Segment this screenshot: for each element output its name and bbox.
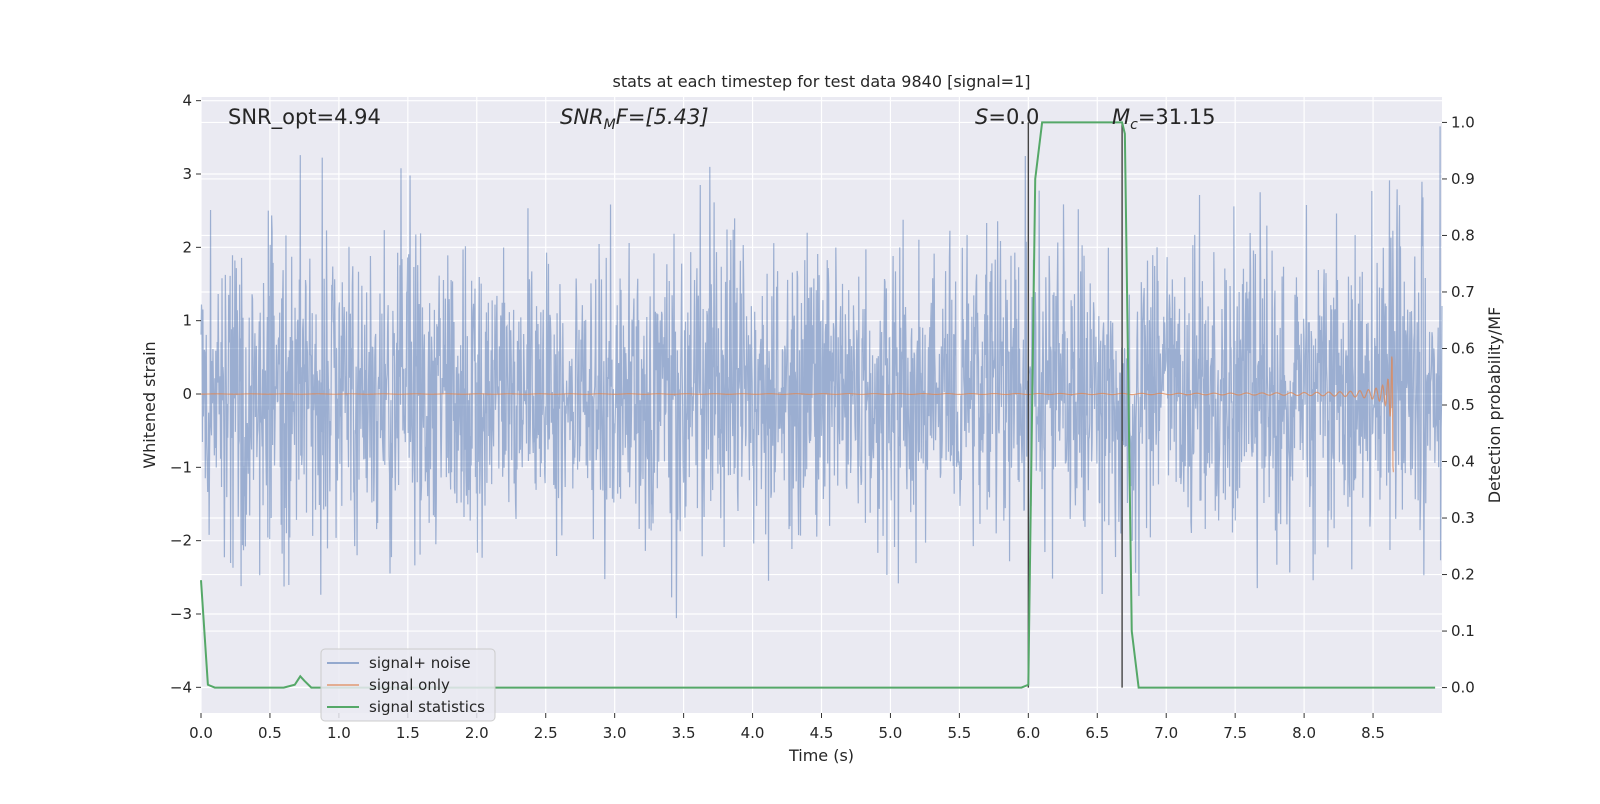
y-left-tick-label: 3 [182,165,192,183]
x-tick-label: 1.0 [327,724,351,742]
x-tick-label: 5.5 [947,724,971,742]
statistics-trace [200,121,1436,689]
y-left-tick-label: −1 [170,458,192,476]
x-tick-label: 6.0 [1016,724,1040,742]
x-tick-label: 4.5 [810,724,834,742]
y-right-tick-label: 0.7 [1451,283,1475,301]
series-signal-statistics [200,121,1436,689]
annotation-s-rest: =0.0 [988,105,1039,129]
annotation-mc-symbol: M [1112,105,1130,129]
y-right-tick-label: 0.1 [1451,622,1475,640]
chart-title: stats at each timestep for test data 984… [612,72,1030,91]
x-tick-label: 6.5 [1085,724,1109,742]
series-signal-only [201,356,1394,473]
annotation-mc: Mc=31.15 [1112,105,1216,133]
legend-label-signal-only: signal only [369,676,450,694]
x-tick-label: 2.0 [465,724,489,742]
x-tick-label: 3.5 [672,724,696,742]
legend-box [320,648,496,722]
y-right-tick-label: 0.2 [1451,566,1475,584]
noise-trace [200,126,1443,619]
x-tick-label: 5.0 [879,724,903,742]
annotation-mc-rest: =31.15 [1138,105,1216,129]
x-tick-label: 3.0 [603,724,627,742]
annotation-mc-subscript: c [1130,117,1138,133]
y-right-tick-label: 0.6 [1451,339,1475,357]
annotation-snr-mf-symbol: SNR [560,105,604,129]
x-tick-label: 7.0 [1154,724,1178,742]
legend: signal+ noise signal only signal statist… [320,648,496,722]
annotation-snr-mf-subscript: M [604,117,616,133]
vertical-markers [1027,122,1123,688]
y-right-tick-label: 0.3 [1451,509,1475,527]
annotation-snr-opt: SNR_opt=4.94 [228,105,381,130]
annotation-snr-mf: SNRMF=[5.43] [560,105,709,133]
x-tick-label: 4.0 [741,724,765,742]
legend-label-signal-plus-noise: signal+ noise [369,654,471,672]
y-left-tick-label: 4 [182,92,192,110]
x-axis-label: Time (s) [788,746,854,765]
x-tick-label: 0.5 [258,724,282,742]
annotation-s: S=0.0 [975,105,1039,129]
legend-label-signal-statistics: signal statistics [369,698,485,716]
y-left-tick-label: −2 [170,532,192,550]
x-tick-label: 2.5 [534,724,558,742]
y-right-tick-label: 0.9 [1451,170,1475,188]
y-left-tick-label: −3 [170,605,192,623]
y-right-tick-label: 0.8 [1451,226,1475,244]
y-right-tick-label: 0.5 [1451,396,1475,414]
chirp-trace [201,356,1394,473]
y-left-tick-label: −4 [170,678,192,696]
x-tick-label: 7.5 [1223,724,1247,742]
annotation-s-symbol: S [975,105,988,129]
y-left-tick-label: 1 [182,312,192,330]
y-left-tick-label: 2 [182,238,192,256]
x-tick-label: 1.5 [396,724,420,742]
y-axis-left-label: Whitened strain [140,341,159,468]
series-signal-plus-noise [200,126,1443,619]
tick-labels: 0.0 0.5 1.0 1.5 2.0 2.5 3.0 3.5 4.0 4.5 5.0 5.5 6.0 6… [170,92,1475,742]
y-right-tick-label: 1.0 [1451,113,1475,131]
y-right-tick-label: 0.4 [1451,453,1475,471]
x-tick-label: 0.0 [189,724,213,742]
y-left-tick-label: 0 [182,385,192,403]
y-right-tick-label: 0.0 [1451,679,1475,697]
annotation-snr-mf-rest: F=[5.43] [616,105,709,129]
y-axis-right-label: Detection probability/MF [1485,307,1504,504]
x-tick-label: 8.0 [1292,724,1316,742]
x-tick-label: 8.5 [1361,724,1385,742]
